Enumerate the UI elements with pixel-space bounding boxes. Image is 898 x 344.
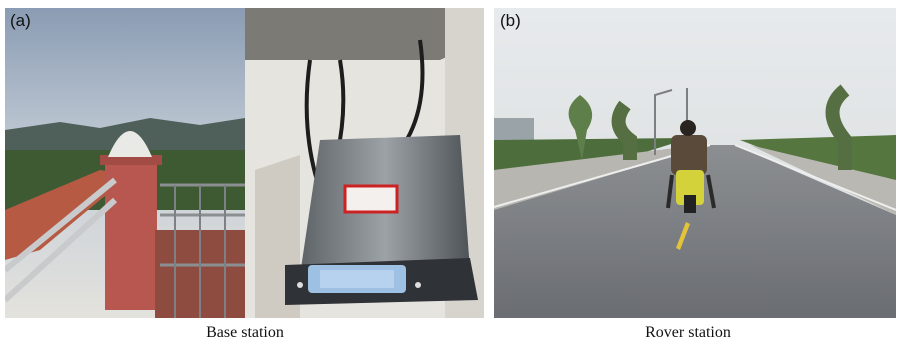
base-antenna-photo: [5, 8, 245, 318]
panel-caption: Rover station: [645, 324, 731, 341]
rover-photo: [494, 8, 896, 318]
panel-caption: Base station: [206, 324, 284, 341]
figure: (a) (b) Base station Rover station: [0, 0, 898, 344]
panel-label: (b): [500, 11, 521, 30]
panel-label: (a): [10, 11, 31, 30]
receiver-photo: [245, 8, 484, 318]
figure-canvas: (a) (b) Base station Rover station: [0, 0, 898, 344]
